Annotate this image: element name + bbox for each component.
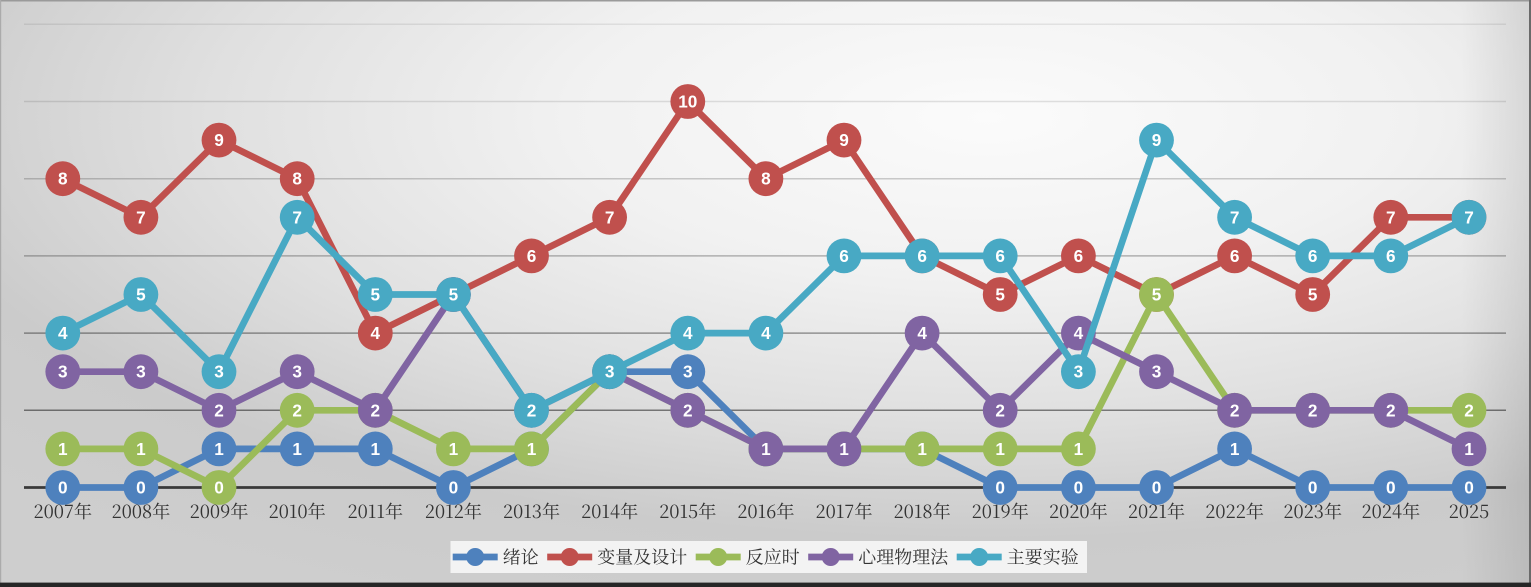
svg-text:6: 6	[839, 246, 849, 266]
svg-text:7: 7	[292, 207, 302, 227]
svg-text:6: 6	[995, 246, 1005, 266]
svg-text:0: 0	[1152, 478, 1162, 498]
svg-text:0: 0	[449, 478, 459, 498]
svg-text:4: 4	[761, 323, 771, 343]
svg-text:8: 8	[292, 169, 302, 189]
svg-text:2: 2	[214, 400, 224, 420]
svg-text:1: 1	[58, 439, 68, 459]
svg-text:1: 1	[1464, 439, 1474, 459]
svg-text:3: 3	[292, 362, 302, 382]
svg-text:7: 7	[136, 207, 146, 227]
svg-text:1: 1	[449, 439, 459, 459]
svg-text:5: 5	[1152, 285, 1162, 305]
svg-text:2: 2	[292, 400, 302, 420]
svg-text:1: 1	[839, 439, 849, 459]
svg-text:7: 7	[1464, 207, 1474, 227]
svg-text:1: 1	[917, 439, 927, 459]
svg-text:5: 5	[136, 285, 146, 305]
svg-text:9: 9	[839, 130, 849, 150]
svg-text:6: 6	[1308, 246, 1318, 266]
svg-text:3: 3	[214, 362, 224, 382]
svg-text:1: 1	[136, 439, 146, 459]
svg-text:0: 0	[58, 478, 68, 498]
svg-text:8: 8	[761, 169, 771, 189]
svg-text:2: 2	[1464, 400, 1474, 420]
svg-text:6: 6	[1074, 246, 1084, 266]
svg-text:2: 2	[683, 400, 693, 420]
svg-text:3: 3	[136, 362, 146, 382]
svg-text:6: 6	[1386, 246, 1396, 266]
svg-text:3: 3	[1152, 362, 1162, 382]
svg-text:6: 6	[917, 246, 927, 266]
svg-text:7: 7	[1230, 207, 1240, 227]
svg-text:9: 9	[214, 130, 224, 150]
svg-text:1: 1	[527, 439, 537, 459]
svg-text:2: 2	[1386, 400, 1396, 420]
svg-text:3: 3	[1074, 362, 1084, 382]
svg-text:0: 0	[995, 478, 1005, 498]
svg-text:3: 3	[683, 362, 693, 382]
svg-text:1: 1	[1230, 439, 1240, 459]
svg-text:5: 5	[371, 285, 381, 305]
svg-text:2: 2	[1230, 400, 1240, 420]
svg-text:0: 0	[214, 478, 224, 498]
svg-text:6: 6	[527, 246, 537, 266]
svg-text:0: 0	[1464, 478, 1474, 498]
svg-text:2: 2	[995, 400, 1005, 420]
svg-text:0: 0	[136, 478, 146, 498]
svg-text:2: 2	[527, 400, 537, 420]
svg-text:3: 3	[58, 362, 68, 382]
svg-text:0: 0	[1308, 478, 1318, 498]
svg-text:7: 7	[605, 207, 615, 227]
svg-text:5: 5	[449, 285, 459, 305]
svg-text:1: 1	[1074, 439, 1084, 459]
svg-text:1: 1	[995, 439, 1005, 459]
svg-text:0: 0	[1074, 478, 1084, 498]
svg-text:8: 8	[58, 169, 68, 189]
svg-text:3: 3	[605, 362, 615, 382]
svg-text:2: 2	[371, 400, 381, 420]
svg-text:9: 9	[1152, 130, 1162, 150]
svg-text:4: 4	[1074, 323, 1084, 343]
svg-text:4: 4	[917, 323, 927, 343]
svg-text:10: 10	[678, 92, 697, 112]
svg-text:4: 4	[683, 323, 693, 343]
svg-text:2: 2	[1308, 400, 1318, 420]
svg-text:5: 5	[995, 285, 1005, 305]
svg-text:4: 4	[58, 323, 68, 343]
svg-text:7: 7	[1386, 207, 1396, 227]
svg-text:0: 0	[1386, 478, 1396, 498]
svg-text:1: 1	[761, 439, 771, 459]
svg-text:6: 6	[1230, 246, 1240, 266]
svg-text:1: 1	[292, 439, 302, 459]
svg-text:5: 5	[1308, 285, 1318, 305]
svg-text:4: 4	[371, 323, 381, 343]
svg-text:1: 1	[214, 439, 224, 459]
svg-text:1: 1	[371, 439, 381, 459]
